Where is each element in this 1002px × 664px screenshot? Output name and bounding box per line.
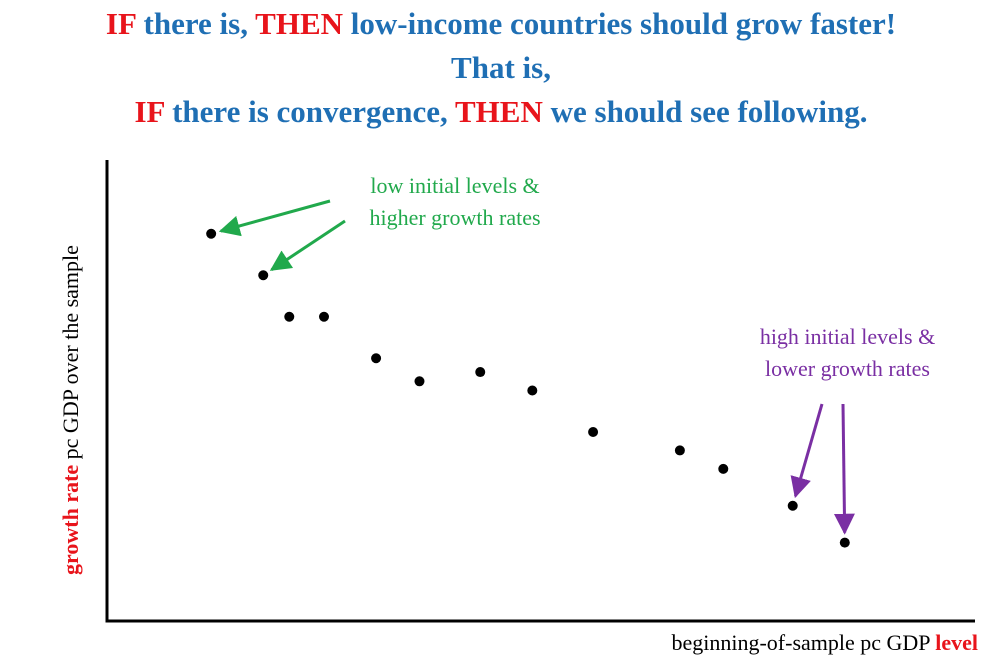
- annotation-high-initial-levels: high initial levels & lower growth rates: [725, 321, 970, 385]
- data-points: [206, 228, 850, 548]
- data-point-1: [206, 228, 217, 239]
- data-point-5: [371, 353, 382, 364]
- arrow-high-1: [790, 403, 824, 499]
- x-axis-label: beginning-of-sample pc GDP level: [671, 630, 978, 656]
- data-point-4: [319, 311, 329, 322]
- data-point-12: [787, 500, 798, 511]
- arrow-high-2: [833, 403, 855, 535]
- data-point-3: [284, 311, 295, 322]
- data-point-6: [414, 376, 425, 387]
- arrow-low-1: [218, 199, 331, 237]
- data-point-10: [674, 445, 685, 456]
- annotation-high-line-1: high initial levels &: [759, 324, 936, 349]
- annotation-low-initial-levels: low initial levels & higher growth rates: [340, 170, 570, 234]
- x-axis-label-text: beginning-of-sample pc GDP: [671, 630, 936, 655]
- data-point-2: [258, 270, 269, 281]
- data-point-9: [588, 426, 599, 437]
- title-text-3b: we should see following.: [542, 94, 868, 129]
- data-point-11: [718, 463, 729, 474]
- data-point-7: [475, 367, 486, 378]
- title-then-3: THEN: [455, 94, 543, 129]
- data-point-8: [527, 385, 538, 396]
- title-line-3: IF there is convergence, THEN we should …: [0, 90, 1002, 134]
- y-axis-label-emphasis: growth rate: [58, 464, 83, 575]
- title-text-1a: there is,: [135, 6, 256, 41]
- title-line-2: That is,: [451, 50, 551, 85]
- title-line-1: IF there is, THEN low-income countries s…: [0, 2, 1002, 46]
- annotation-arrows: [218, 199, 855, 535]
- y-axis-label: growth rate pc GDP over the sample: [58, 245, 84, 575]
- data-point-13: [839, 537, 850, 548]
- arrow-low-2: [269, 219, 346, 271]
- title-if-1: IF: [105, 6, 136, 41]
- y-axis-label-text: pc GDP over the sample: [58, 245, 83, 465]
- slide-title: IF there is, THEN low-income countries s…: [0, 2, 1002, 134]
- title-text-3a: there is convergence,: [164, 94, 455, 129]
- title-then-1: THEN: [255, 6, 344, 41]
- annotation-low-line-1: low initial levels &: [370, 173, 540, 198]
- annotation-low-line-2: higher growth rates: [369, 205, 541, 230]
- title-if-3: IF: [134, 94, 165, 129]
- title-text-1b: low-income countries should grow faster!: [343, 6, 897, 41]
- annotation-high-line-2: lower growth rates: [765, 356, 930, 381]
- x-axis-label-emphasis: level: [935, 630, 978, 655]
